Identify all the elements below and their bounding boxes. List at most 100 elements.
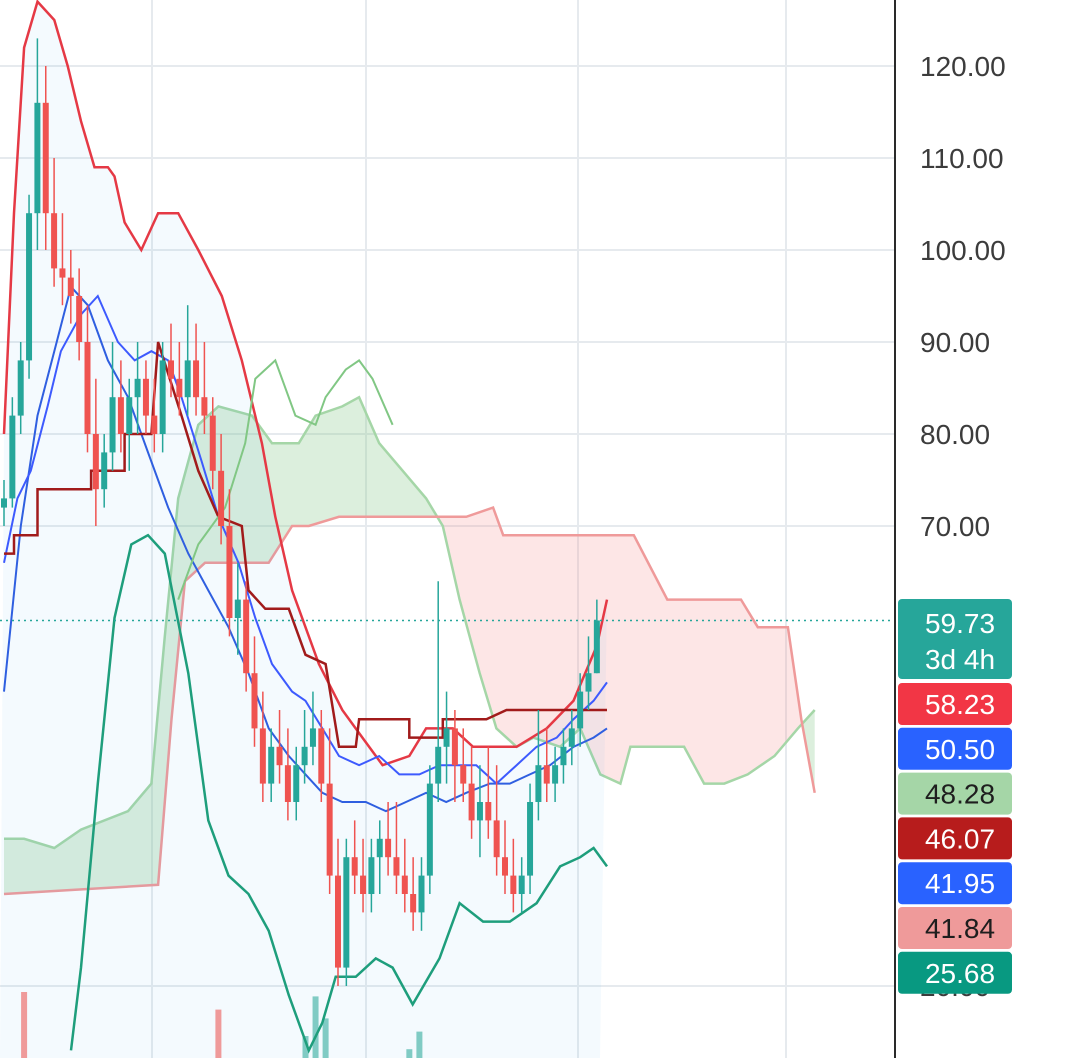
volume-bar	[322, 1018, 329, 1058]
candle-body	[293, 765, 300, 802]
candle-body	[1, 498, 7, 508]
price-tick-label: 80.00	[920, 419, 990, 450]
candle-body	[76, 296, 83, 342]
lagging-span-line	[177, 358, 394, 600]
volume-bar	[302, 1036, 309, 1058]
candle-body	[585, 673, 592, 692]
candle-body	[243, 599, 250, 674]
span-a-line	[4, 395, 816, 850]
candle-body	[176, 378, 183, 398]
candle-body	[276, 746, 283, 766]
candle-body	[284, 765, 291, 802]
candle-body	[193, 360, 200, 398]
candle-body	[435, 746, 442, 784]
candle-body	[92, 434, 99, 490]
candle-body	[218, 470, 225, 526]
candle-body	[34, 102, 41, 214]
indicator-badge	[898, 727, 1012, 770]
indicator-badge-value: 48.28	[925, 779, 995, 810]
candle-body	[26, 213, 33, 361]
candle-body	[268, 746, 275, 784]
candle-body	[51, 213, 58, 269]
volume-bars	[21, 992, 423, 1058]
candle-body	[426, 783, 433, 876]
candle-body	[251, 673, 258, 729]
candle-body	[476, 802, 483, 821]
indicator-badge-value: 50.50	[925, 734, 995, 765]
last-price-value: 59.73	[925, 608, 995, 639]
candle-body	[59, 268, 66, 278]
candle-body	[109, 397, 116, 453]
candle-body	[568, 728, 575, 747]
candle-body	[234, 599, 241, 618]
indicator-badge	[898, 683, 1012, 725]
candle-body	[168, 360, 174, 379]
bar-countdown: 3d 4h	[925, 644, 995, 675]
candle-body	[543, 765, 550, 784]
indicator-badge	[898, 951, 1012, 994]
candle-body	[309, 728, 316, 747]
price-badges: 59.73 3d 4h 58.23 50.50 48.28 46.07 41.95 41.84…	[898, 599, 1012, 994]
price-tick-label: 90.00	[920, 327, 990, 358]
candle-body	[368, 857, 375, 894]
indicator-badge	[898, 817, 1012, 860]
span-b-line	[3, 506, 816, 896]
volume-bar	[21, 992, 28, 1058]
indicator-badge-value: 41.95	[925, 868, 995, 899]
bollinger-fill	[0, 1, 607, 1058]
last-price-badge	[898, 599, 1012, 679]
candle-body	[101, 452, 108, 490]
candle-body	[535, 765, 542, 802]
candle-body	[209, 415, 216, 471]
volume-bar	[312, 996, 319, 1058]
candle-body	[385, 838, 392, 858]
candle-body	[468, 783, 475, 821]
candle-body	[134, 378, 141, 398]
indicator-badge	[898, 772, 1012, 815]
indicator-badge-value: 25.68	[925, 958, 995, 989]
candle-body	[343, 857, 350, 968]
chart-grid	[0, 0, 895, 1058]
candle-body	[142, 378, 149, 416]
candle-body	[318, 728, 325, 784]
candle-body	[335, 875, 341, 968]
candle-body	[376, 838, 383, 858]
indicator-badge-value: 41.84	[925, 913, 995, 944]
candle-body	[226, 526, 233, 618]
candle-body	[159, 360, 166, 434]
candle-body	[443, 728, 450, 747]
candle-body	[184, 360, 191, 398]
candle-body	[401, 875, 408, 894]
indicator-badge-value: 46.07	[925, 823, 995, 854]
cloud-fill-bearish	[437, 507, 803, 784]
candle-body	[527, 802, 534, 876]
candle-body	[560, 746, 567, 766]
candle-body	[301, 746, 308, 766]
price-tick-label: 70.00	[920, 511, 990, 542]
price-tick-label: 100.00	[920, 235, 1006, 266]
candlesticks	[1, 38, 600, 986]
candle-body	[410, 894, 417, 913]
indicator-lines	[0, 0, 895, 1054]
candle-body	[117, 397, 124, 434]
price-tick-label: 110.00	[920, 143, 1004, 174]
candle-body	[351, 857, 358, 876]
conversion-line	[3, 294, 608, 785]
candle-body	[201, 397, 208, 416]
candle-body	[510, 875, 517, 894]
price-tick-label: 120.00	[920, 51, 1006, 82]
candle-body	[326, 783, 333, 876]
volume-bar	[215, 1009, 222, 1058]
candle-body	[460, 765, 467, 784]
candle-body	[485, 802, 492, 821]
candle-body	[67, 277, 74, 296]
candle-body	[493, 820, 500, 858]
candle-body	[593, 620, 600, 674]
candle-body	[393, 857, 400, 876]
candle-body	[259, 728, 266, 784]
candle-body	[360, 875, 367, 894]
candle-body	[518, 875, 525, 894]
candle-body	[9, 415, 16, 499]
indicator-badge	[898, 907, 1012, 949]
